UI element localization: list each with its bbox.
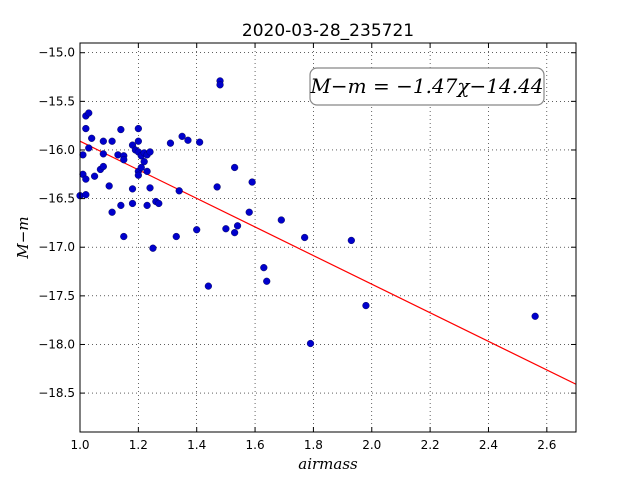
data-point xyxy=(277,216,285,224)
y-tick-label: −17.0 xyxy=(38,240,75,254)
data-point xyxy=(82,124,90,133)
data-point xyxy=(196,138,204,146)
data-point xyxy=(99,137,107,145)
data-point xyxy=(178,132,186,140)
annotation-text: M−m = −1.47χ−14.44 xyxy=(309,74,543,98)
data-point xyxy=(82,175,90,183)
data-point xyxy=(140,158,148,166)
y-tick-label: −17.5 xyxy=(38,289,75,303)
data-point xyxy=(231,163,239,172)
x-tick-label: 2.0 xyxy=(362,438,381,452)
data-point xyxy=(105,182,113,190)
y-tick-label: −15.5 xyxy=(38,94,75,108)
y-axis-label: M−m xyxy=(14,216,32,259)
data-point xyxy=(79,151,87,159)
data-point xyxy=(146,184,154,192)
data-point xyxy=(85,144,93,152)
data-point xyxy=(134,171,142,179)
data-point xyxy=(213,183,221,191)
data-point xyxy=(362,301,370,310)
y-tick-label: −16.5 xyxy=(38,192,75,206)
data-point xyxy=(245,208,253,216)
data-point xyxy=(146,148,154,156)
data-point xyxy=(128,185,137,193)
data-point xyxy=(347,236,355,245)
data-point xyxy=(143,201,151,210)
data-point xyxy=(184,136,192,144)
data-point xyxy=(166,139,175,147)
data-point xyxy=(175,187,183,195)
fit-line xyxy=(79,140,577,385)
data-point xyxy=(90,172,99,180)
data-point xyxy=(99,150,107,158)
y-tick-label: −18.5 xyxy=(38,386,75,400)
data-point xyxy=(193,226,201,234)
data-point xyxy=(128,199,137,208)
data-point xyxy=(134,137,142,145)
data-point xyxy=(143,167,151,175)
data-point xyxy=(233,222,242,230)
fit-annotation: M−m = −1.47χ−14.44 xyxy=(309,67,545,106)
data-point xyxy=(260,264,268,272)
data-point xyxy=(88,134,96,142)
data-point xyxy=(155,199,163,208)
x-axis-label: airmass xyxy=(298,455,358,473)
data-point xyxy=(82,191,90,199)
data-point xyxy=(117,201,125,210)
axis-ticks xyxy=(79,43,576,432)
x-tick-label: 1.2 xyxy=(129,438,148,452)
data-point xyxy=(531,312,539,320)
data-point xyxy=(99,162,107,171)
data-point xyxy=(204,282,212,290)
x-tick-label: 1.6 xyxy=(246,438,265,452)
y-tick-labels: −15.0 −15.5 −16.0 −16.5 −17.0 −17.5 −18.0 −18.5 xyxy=(38,46,75,400)
x-tick-labels: 1.0 1.2 1.4 1.6 1.8 2.0 2.2 2.4 2.6 xyxy=(70,438,556,452)
y-tick-label: −15.0 xyxy=(38,46,75,60)
plot-frame xyxy=(79,42,577,433)
data-point xyxy=(216,81,224,89)
x-tick-label: 2.6 xyxy=(537,438,556,452)
data-point xyxy=(306,339,315,348)
data-point xyxy=(120,156,128,164)
data-points xyxy=(76,77,539,348)
chart-title: 2020-03-28_235721 xyxy=(242,21,414,41)
x-tick-label: 1.4 xyxy=(187,438,206,452)
data-point xyxy=(134,124,142,133)
x-tick-label: 2.4 xyxy=(479,438,498,452)
x-tick-label: 1.8 xyxy=(304,438,323,452)
data-point xyxy=(172,232,180,241)
data-point xyxy=(301,233,309,242)
data-point xyxy=(263,277,271,285)
data-point xyxy=(248,178,256,186)
y-tick-label: −18.0 xyxy=(38,337,75,351)
data-point xyxy=(137,163,145,172)
fit-line-layer xyxy=(79,140,577,385)
x-tick-label: 1.0 xyxy=(70,438,89,452)
data-point xyxy=(231,229,239,237)
data-point xyxy=(85,109,93,117)
data-point xyxy=(149,244,157,252)
data-point xyxy=(222,225,230,233)
data-point xyxy=(120,232,128,241)
y-tick-label: −16.0 xyxy=(38,143,75,157)
annotation-box xyxy=(309,67,545,106)
data-point xyxy=(108,137,116,145)
data-point xyxy=(117,125,125,134)
data-point xyxy=(108,208,116,216)
x-tick-label: 2.2 xyxy=(421,438,440,452)
